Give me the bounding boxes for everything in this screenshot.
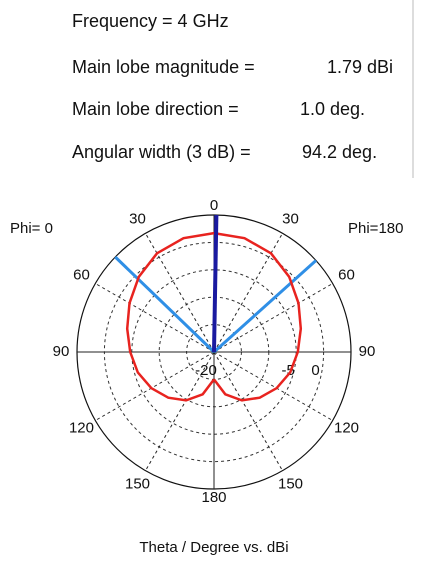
legend-label: Phi= 0 [10, 220, 53, 237]
r-tick-label: 0 [311, 362, 319, 379]
grid-spoke [213, 283, 333, 353]
beam-edge [114, 255, 216, 354]
theta-tick-label: 90 [53, 343, 70, 360]
main-lobe-direction [212, 214, 219, 353]
grid-spoke [145, 233, 215, 353]
theta-tick-label: 90 [359, 343, 376, 360]
info-value: 1.0 deg. [300, 99, 365, 119]
legend-label: Phi=180 [348, 220, 403, 237]
theta-tick-label: 0 [210, 197, 218, 214]
beam-edge [212, 259, 317, 354]
theta-tick-label: 30 [282, 210, 299, 227]
info-label: Frequency = 4 GHz [72, 11, 229, 31]
info-label: Angular width (3 dB) = [72, 142, 251, 162]
grid-spoke [213, 351, 283, 471]
grid-spoke [213, 351, 333, 421]
x-axis-label: Theta / Degree vs. dBi [139, 539, 288, 556]
theta-tick-label: 60 [73, 266, 90, 283]
pattern-curve [125, 231, 215, 402]
theta-tick-label: 30 [129, 210, 146, 227]
grid-spoke [213, 233, 283, 353]
theta-tick-label: 60 [338, 266, 355, 283]
r-tick-label: -20 [195, 362, 217, 379]
grid-spoke [95, 283, 215, 353]
info-value: 94.2 deg. [302, 142, 377, 162]
info-label: Main lobe direction = [72, 99, 239, 119]
pattern-curve [213, 231, 303, 402]
theta-tick-label: 150 [278, 475, 303, 492]
info-label: Main lobe magnitude = [72, 57, 255, 77]
info-value: 1.79 dBi [327, 57, 393, 77]
theta-tick-label: 120 [334, 419, 359, 436]
grid-spoke [145, 351, 215, 471]
theta-tick-label: 150 [125, 475, 150, 492]
grid-spoke [95, 351, 215, 421]
theta-tick-label: 180 [201, 489, 226, 506]
theta-tick-label: 120 [69, 419, 94, 436]
